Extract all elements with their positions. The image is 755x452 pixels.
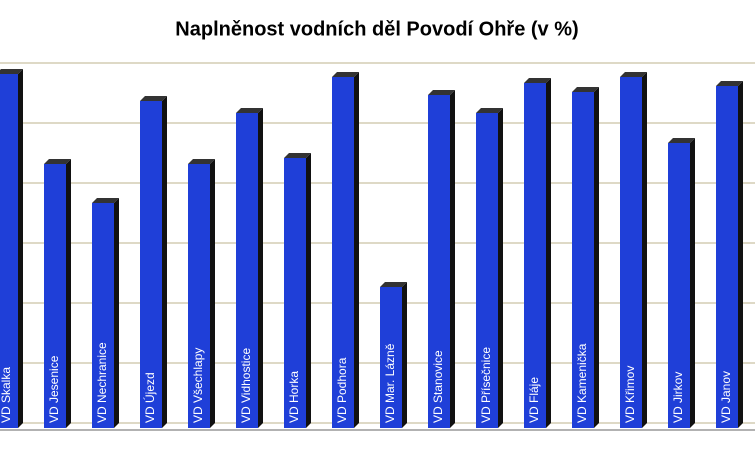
x-tick-label: VD Stanovice — [431, 350, 445, 423]
bar — [284, 158, 306, 428]
bar-top — [668, 138, 695, 143]
bar — [92, 203, 114, 428]
bar-side — [498, 108, 503, 428]
x-tick-label: VD Přísečnice — [479, 347, 493, 423]
x-tick-label: VD Újezd — [142, 372, 157, 423]
bar-side — [594, 87, 599, 428]
x-tick-label: VD Skalka — [0, 367, 13, 423]
bar-top — [140, 96, 167, 101]
bar — [428, 95, 450, 428]
bar-top — [236, 108, 263, 113]
bar-side — [402, 282, 407, 428]
bar — [236, 113, 258, 428]
x-tick-label: VD Nechranice — [95, 342, 109, 423]
x-tick-label: VD Podhora — [335, 357, 349, 423]
bar — [668, 143, 690, 428]
bar — [476, 113, 498, 428]
x-tick-label: VD Mar. Lázně — [383, 343, 397, 423]
bar-side — [642, 72, 647, 428]
bar-side — [162, 96, 167, 428]
bar-side — [114, 198, 119, 428]
bar — [0, 74, 18, 428]
bar-side — [354, 72, 359, 428]
x-tick-label: VD Fláje — [527, 377, 541, 423]
bar-top — [716, 81, 743, 86]
bar-top — [380, 282, 407, 287]
bar — [380, 287, 402, 428]
bar-side — [306, 153, 311, 428]
bar-side — [738, 81, 743, 428]
bar-top — [188, 159, 215, 164]
x-tick-label: VD Horka — [287, 371, 301, 423]
bar-top — [284, 153, 311, 158]
bar-side — [18, 69, 23, 428]
x-tick-label: VD Kamenička — [575, 343, 589, 423]
bar-top — [428, 90, 455, 95]
bar-top — [44, 159, 71, 164]
bar — [44, 164, 66, 428]
x-tick-label: VD Jirkov — [671, 372, 685, 423]
bar-side — [690, 138, 695, 428]
bar — [620, 77, 642, 428]
bar-top — [476, 108, 503, 113]
bar-side — [450, 90, 455, 428]
bar-top — [92, 198, 119, 203]
chart-title: Naplněnost vodních děl Povodí Ohře (v %) — [175, 18, 578, 40]
x-tick-label: VD Jesenice — [47, 355, 61, 423]
x-tick-label: VD Všechlapy — [191, 348, 205, 423]
bar-side — [258, 108, 263, 428]
bar — [572, 92, 594, 428]
bar-side — [210, 159, 215, 428]
bar — [140, 101, 162, 428]
bar — [716, 86, 738, 428]
bar — [188, 164, 210, 428]
bar-side — [546, 78, 551, 428]
bar-side — [66, 159, 71, 428]
bar — [524, 83, 546, 428]
bar-top — [0, 69, 23, 74]
bar-top — [572, 87, 599, 92]
bar-top — [524, 78, 551, 83]
x-tick-label: VD Vidhostice — [239, 348, 253, 423]
x-tick-label: VD Janov — [719, 371, 733, 423]
bar-top — [332, 72, 359, 77]
x-tick-label: VD Křimov — [623, 366, 637, 423]
bar — [332, 77, 354, 428]
bar-top — [620, 72, 647, 77]
